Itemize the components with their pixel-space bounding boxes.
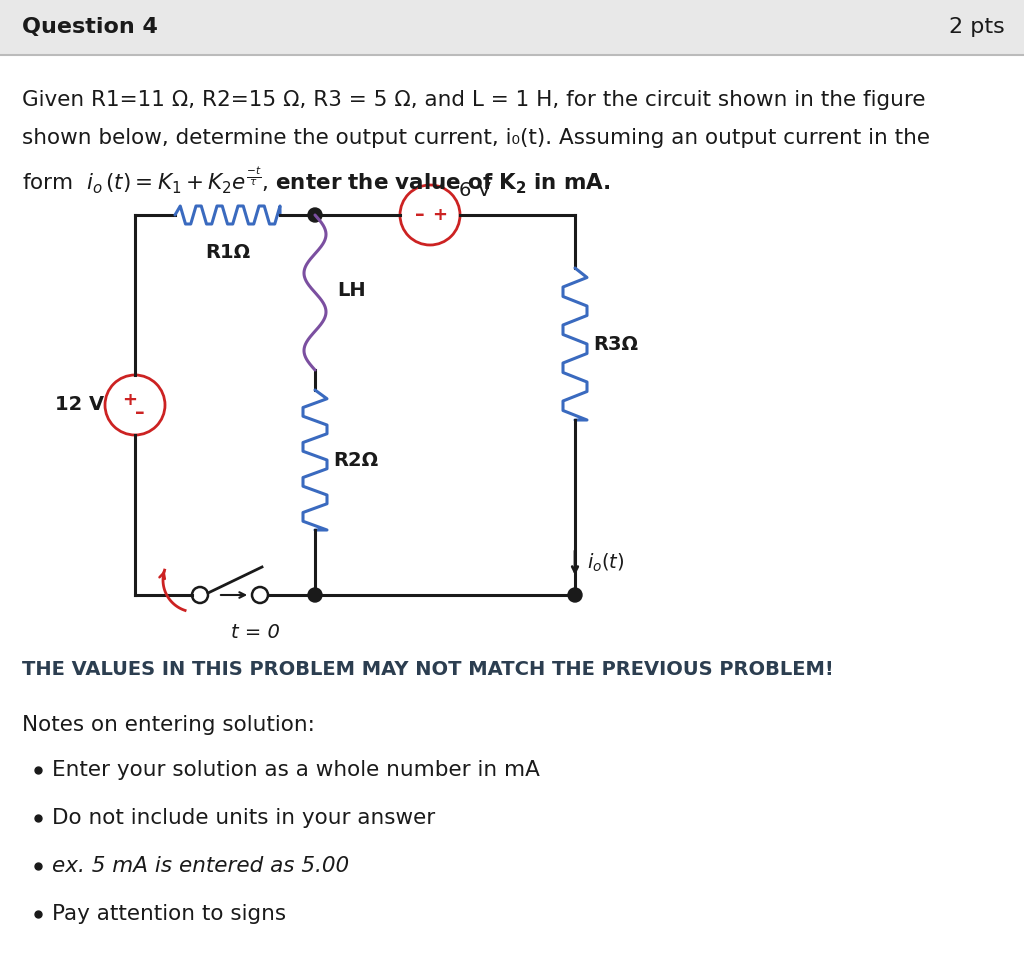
Text: Do not include units in your answer: Do not include units in your answer	[52, 808, 435, 828]
Text: form  $\it{i}_o\,(t) = K_1 + K_2 e^{\frac{-t}{\tau}}$, $\mathbf{enter\ the\ valu: form $\it{i}_o\,(t) = K_1 + K_2 e^{\frac…	[22, 166, 610, 197]
Text: 12 V: 12 V	[55, 396, 104, 415]
Text: 6 V: 6 V	[459, 180, 490, 200]
Text: +: +	[123, 391, 137, 409]
Text: ex. 5 mA is entered as 5.00: ex. 5 mA is entered as 5.00	[52, 856, 349, 876]
Text: +: +	[432, 206, 447, 224]
Text: Given R1=11 Ω, R2=15 Ω, R3 = 5 Ω, and L = 1 H, for the circuit shown in the figu: Given R1=11 Ω, R2=15 Ω, R3 = 5 Ω, and L …	[22, 90, 926, 110]
Text: R2Ω: R2Ω	[333, 451, 378, 470]
Text: THE VALUES IN THIS PROBLEM MAY NOT MATCH THE PREVIOUS PROBLEM!: THE VALUES IN THIS PROBLEM MAY NOT MATCH…	[22, 660, 834, 679]
Text: Notes on entering solution:: Notes on entering solution:	[22, 715, 314, 735]
Circle shape	[308, 588, 322, 602]
Text: R3Ω: R3Ω	[593, 335, 638, 353]
Text: Pay attention to signs: Pay attention to signs	[52, 904, 286, 924]
Circle shape	[568, 588, 582, 602]
Text: 2 pts: 2 pts	[949, 17, 1005, 37]
Text: –: –	[135, 403, 144, 423]
Text: $i_o(t)$: $i_o(t)$	[587, 552, 625, 574]
Text: LH: LH	[337, 281, 366, 299]
Text: Question 4: Question 4	[22, 17, 158, 37]
Circle shape	[308, 208, 322, 222]
Text: R1Ω: R1Ω	[206, 243, 251, 262]
Text: t = 0: t = 0	[230, 623, 280, 642]
Bar	[0, 0, 1024, 55]
Text: –: –	[415, 206, 425, 225]
Text: shown below, determine the output current, i₀(t). Assuming an output current in : shown below, determine the output curren…	[22, 128, 930, 148]
Text: Enter your solution as a whole number in mA: Enter your solution as a whole number in…	[52, 760, 540, 780]
